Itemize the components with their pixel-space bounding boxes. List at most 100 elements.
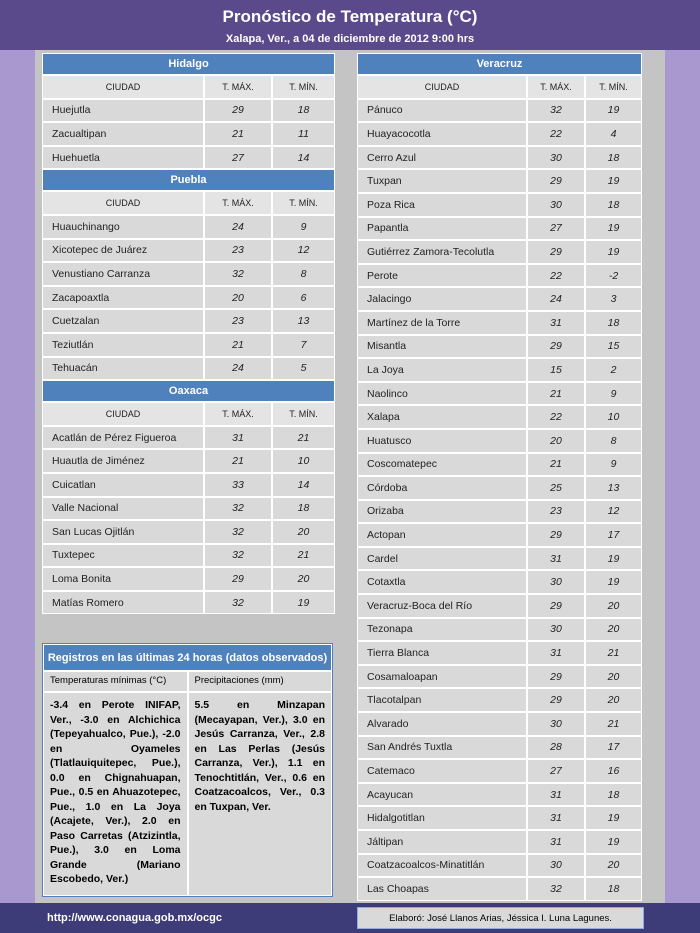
temperature: 32	[204, 520, 272, 544]
temperature: 19	[585, 570, 642, 595]
temperature: 29	[527, 688, 585, 713]
table-row: Huayacocotla 22 4	[357, 122, 642, 146]
temperature: 15	[527, 358, 585, 382]
table-row: Tuxtepec 32 21	[42, 543, 335, 568]
table-row: Las Choapas 32 18	[357, 877, 642, 901]
city: Tehuacán	[42, 356, 204, 381]
temperature: 32	[204, 590, 272, 615]
table-row: Cardel 31 19	[357, 546, 642, 571]
table-row: Veracruz-Boca del Río 29 20	[357, 594, 642, 618]
city: Cardel	[357, 546, 527, 571]
temperature: 31	[527, 641, 585, 665]
city: Acatlán de Pérez Figueroa	[42, 425, 204, 450]
temperature: 29	[527, 334, 585, 359]
temperature: 18	[585, 192, 642, 217]
temperature: 20	[585, 594, 642, 618]
table: Hidalgo CIUDAD T. MÁX. T. MÍN. Huejutla 29 18 Z…	[42, 53, 335, 170]
city: Tlacotalpan	[357, 688, 527, 713]
temperature: 28	[527, 735, 585, 760]
table-row: Misantla 29 15	[357, 334, 642, 359]
temperature: 27	[527, 759, 585, 783]
city: Cuicatlan	[42, 472, 204, 497]
temperature: 14	[272, 472, 335, 497]
temperature: 29	[527, 169, 585, 193]
table-row: Tehuacán 24 5	[42, 356, 335, 381]
city: Gutiérrez Zamora-Tecolutla	[357, 240, 527, 264]
city: Huayacocotla	[357, 122, 527, 146]
table-row: Cosamaloapan 29 20	[357, 664, 642, 689]
temperature: 18	[585, 310, 642, 335]
right-tables: Veracruz CIUDAD T. MÁX. T. MÍN. Pánuco 32 19 Hu…	[357, 53, 642, 901]
temperature: 8	[272, 262, 335, 286]
city: Tierra Blanca	[357, 641, 527, 665]
table-title: Puebla	[42, 169, 335, 192]
table-row: La Joya 15 2	[357, 358, 642, 382]
table-row: Jáltipan 31 19	[357, 830, 642, 854]
city: Huejutla	[42, 98, 204, 123]
table-row: Poza Rica 30 18	[357, 192, 642, 217]
city: Córdoba	[357, 476, 527, 500]
temperature: 29	[204, 567, 272, 591]
temperature: 18	[585, 877, 642, 901]
footer-credit: Elaboró: José Llanos Arias, Jéssica I. L…	[357, 907, 644, 929]
table-row: San Lucas Ojitlán 32 20	[42, 520, 335, 544]
header-row: CIUDAD T. MÁX. T. MÍN.	[42, 191, 335, 215]
city: Perote	[357, 263, 527, 288]
city: Alvarado	[357, 712, 527, 736]
temperature: 13	[585, 476, 642, 500]
temperature: 4	[585, 122, 642, 146]
temperature: 32	[204, 262, 272, 286]
table-row: Jalacingo 24 3	[357, 287, 642, 311]
temperature: 10	[585, 405, 642, 429]
temperature: 19	[585, 830, 642, 854]
temperature: 5	[272, 356, 335, 381]
temperature: 9	[585, 452, 642, 477]
temperature: 19	[272, 590, 335, 615]
table-row: San Andrés Tuxtla 28 17	[357, 735, 642, 760]
temperature: 20	[585, 853, 642, 878]
temperature: 10	[272, 449, 335, 473]
table-row: Matías Romero 32 19	[42, 590, 335, 615]
temperature: 19	[585, 98, 642, 123]
temperature: 18	[585, 782, 642, 807]
temperature: 20	[272, 520, 335, 544]
temperature: 21	[272, 425, 335, 450]
table-row: Valle Nacional 32 18	[42, 496, 335, 521]
table-title: Hidalgo	[42, 53, 335, 75]
temperature: 21	[204, 122, 272, 146]
column-header: CIUDAD	[42, 402, 204, 426]
temperature: 30	[527, 145, 585, 170]
city: Pánuco	[357, 98, 527, 123]
temperature: 12	[585, 499, 642, 524]
table: Veracruz CIUDAD T. MÁX. T. MÍN. Pánuco 32 19 Hu…	[357, 53, 642, 901]
table-row: Tlacotalpan 29 20	[357, 688, 642, 713]
table-row: Huatusco 20 8	[357, 428, 642, 453]
city: Tuxtepec	[42, 543, 204, 568]
city: Tuxpan	[357, 169, 527, 193]
temperature: 31	[527, 782, 585, 807]
temperature: 25	[527, 476, 585, 500]
temperature: 32	[527, 877, 585, 901]
temperature: 2	[585, 358, 642, 382]
table-row: Gutiérrez Zamora-Tecolutla 29 19	[357, 240, 642, 264]
observed-text: -3.4 en Perote INIFAP, Ver., -3.0 en Alc…	[43, 692, 188, 896]
table-row: Loma Bonita 29 20	[42, 567, 335, 591]
temperature: 32	[527, 98, 585, 123]
table-row: Acatlán de Pérez Figueroa 31 21	[42, 425, 335, 450]
city: Venustiano Carranza	[42, 262, 204, 286]
table-row: Orizaba 23 12	[357, 499, 642, 524]
temperature: 29	[527, 664, 585, 689]
temperature: 23	[204, 309, 272, 333]
city: San Andrés Tuxtla	[357, 735, 527, 760]
temperature: 7	[272, 332, 335, 357]
temperature: 32	[204, 496, 272, 521]
table: Oaxaca CIUDAD T. MÁX. T. MÍN. Acatlán de Pér…	[42, 380, 335, 615]
header-row: CIUDAD T. MÁX. T. MÍN.	[42, 402, 335, 426]
column-header: CIUDAD	[42, 75, 204, 99]
table-row: Tezonapa 30 20	[357, 617, 642, 642]
city: Tezonapa	[357, 617, 527, 642]
left-tables: Hidalgo CIUDAD T. MÁX. T. MÍN. Huejutla 29 18 Z…	[42, 53, 335, 615]
temperature: 31	[527, 830, 585, 854]
city: Cosamaloapan	[357, 664, 527, 689]
